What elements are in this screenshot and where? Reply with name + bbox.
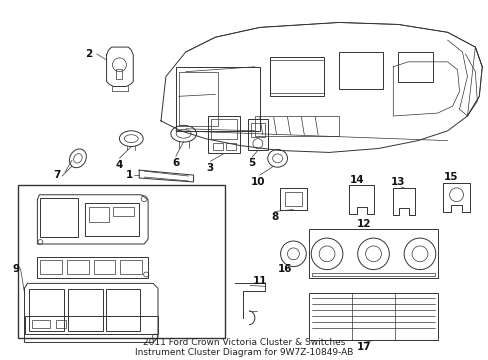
Bar [84, 203, 139, 236]
Text: 7: 7 [53, 170, 61, 180]
Text: 2011 Ford Crown Victoria Cluster & Switches
Instrument Cluster Diagram for 9W7Z-: 2011 Ford Crown Victoria Cluster & Switc… [135, 338, 352, 357]
Bar [279, 188, 306, 210]
Text: 16: 16 [278, 264, 292, 274]
Text: 15: 15 [443, 172, 457, 182]
Bar [89, 207, 108, 222]
Text: 1: 1 [125, 170, 133, 180]
Bar [41, 198, 78, 237]
Bar [18, 185, 225, 338]
Text: 9: 9 [12, 264, 19, 274]
Bar [105, 289, 140, 330]
Bar [29, 289, 64, 330]
Bar [68, 289, 102, 330]
Bar [284, 192, 302, 206]
Bar [120, 260, 142, 274]
Bar [269, 60, 324, 93]
Bar [311, 273, 434, 276]
Bar [208, 116, 240, 153]
Text: 2: 2 [85, 49, 92, 59]
Bar [308, 229, 437, 278]
Text: 11: 11 [252, 276, 266, 287]
Bar [67, 260, 89, 274]
Bar [37, 257, 148, 278]
Bar [179, 72, 218, 126]
Text: 13: 13 [390, 177, 405, 187]
Text: 14: 14 [349, 175, 363, 185]
Text: 6: 6 [172, 158, 179, 168]
Bar [213, 143, 223, 150]
Bar [226, 143, 236, 150]
Text: 3: 3 [206, 163, 214, 173]
Bar [397, 52, 432, 82]
Bar [41, 260, 62, 274]
Bar [32, 320, 50, 328]
Bar [94, 260, 115, 274]
Text: 17: 17 [356, 342, 370, 352]
Bar [338, 52, 383, 89]
Bar [269, 57, 324, 96]
Text: 5: 5 [248, 158, 255, 168]
Bar [254, 116, 338, 136]
Bar [247, 119, 267, 150]
Bar [24, 316, 158, 334]
Text: 4: 4 [116, 160, 123, 170]
Bar [112, 207, 134, 216]
Text: 10: 10 [250, 177, 264, 187]
Bar [250, 123, 264, 137]
Bar [211, 119, 237, 139]
Bar [175, 67, 259, 131]
Bar [56, 320, 66, 328]
Text: 12: 12 [356, 219, 370, 229]
Bar [308, 293, 437, 341]
Bar [116, 69, 122, 78]
Text: 8: 8 [270, 212, 278, 222]
